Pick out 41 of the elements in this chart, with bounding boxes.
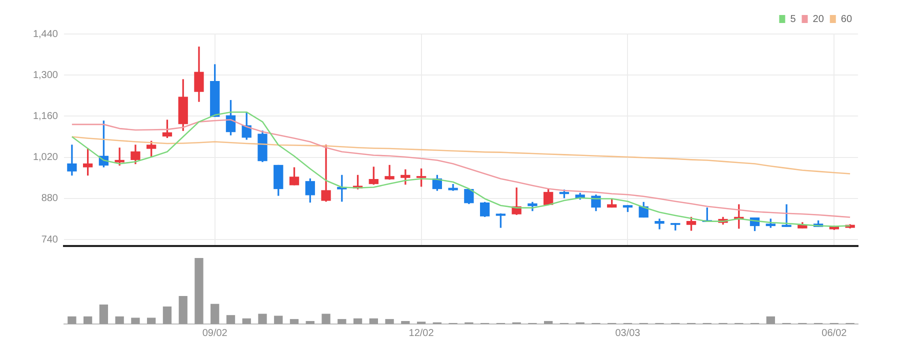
y-tick-label: 1,160 [32, 110, 58, 122]
bar [242, 318, 251, 324]
bar [401, 321, 410, 324]
x-tick-label: 09/02 [202, 328, 228, 339]
legend-label: 60 [840, 14, 852, 25]
y-tick-label: 880 [41, 193, 58, 204]
bar [210, 304, 220, 324]
bar [258, 314, 267, 324]
bar [369, 318, 378, 324]
x-tick-label: 03/03 [615, 328, 641, 339]
candlestick [782, 204, 792, 227]
x-tick-label: 06/02 [822, 328, 848, 339]
bar [353, 318, 362, 324]
bar [68, 316, 76, 324]
bar [544, 321, 553, 324]
legend-label: 20 [812, 14, 824, 25]
bar [83, 316, 92, 324]
bar [385, 319, 394, 324]
bar [162, 306, 172, 324]
bar [306, 321, 314, 324]
bar [322, 314, 330, 324]
bar [226, 315, 236, 324]
bar [194, 258, 204, 324]
bar [766, 316, 775, 324]
bar [131, 318, 140, 324]
bar [338, 319, 346, 324]
bar [290, 319, 299, 324]
bar [115, 316, 124, 324]
bar [99, 304, 108, 324]
x-tick-label: 12/02 [408, 328, 434, 339]
candlestick [384, 164, 394, 180]
y-tick-label: 1,300 [32, 70, 58, 81]
y-tick-label: 1,020 [32, 152, 58, 164]
candlestick [67, 144, 77, 176]
bar [147, 318, 156, 324]
y-tick-label: 740 [41, 234, 58, 246]
bar [178, 296, 188, 324]
y-tick-label: 1,440 [32, 28, 58, 40]
legend-label: 5 [790, 14, 796, 25]
candlestick [654, 218, 664, 230]
bar [274, 316, 283, 324]
